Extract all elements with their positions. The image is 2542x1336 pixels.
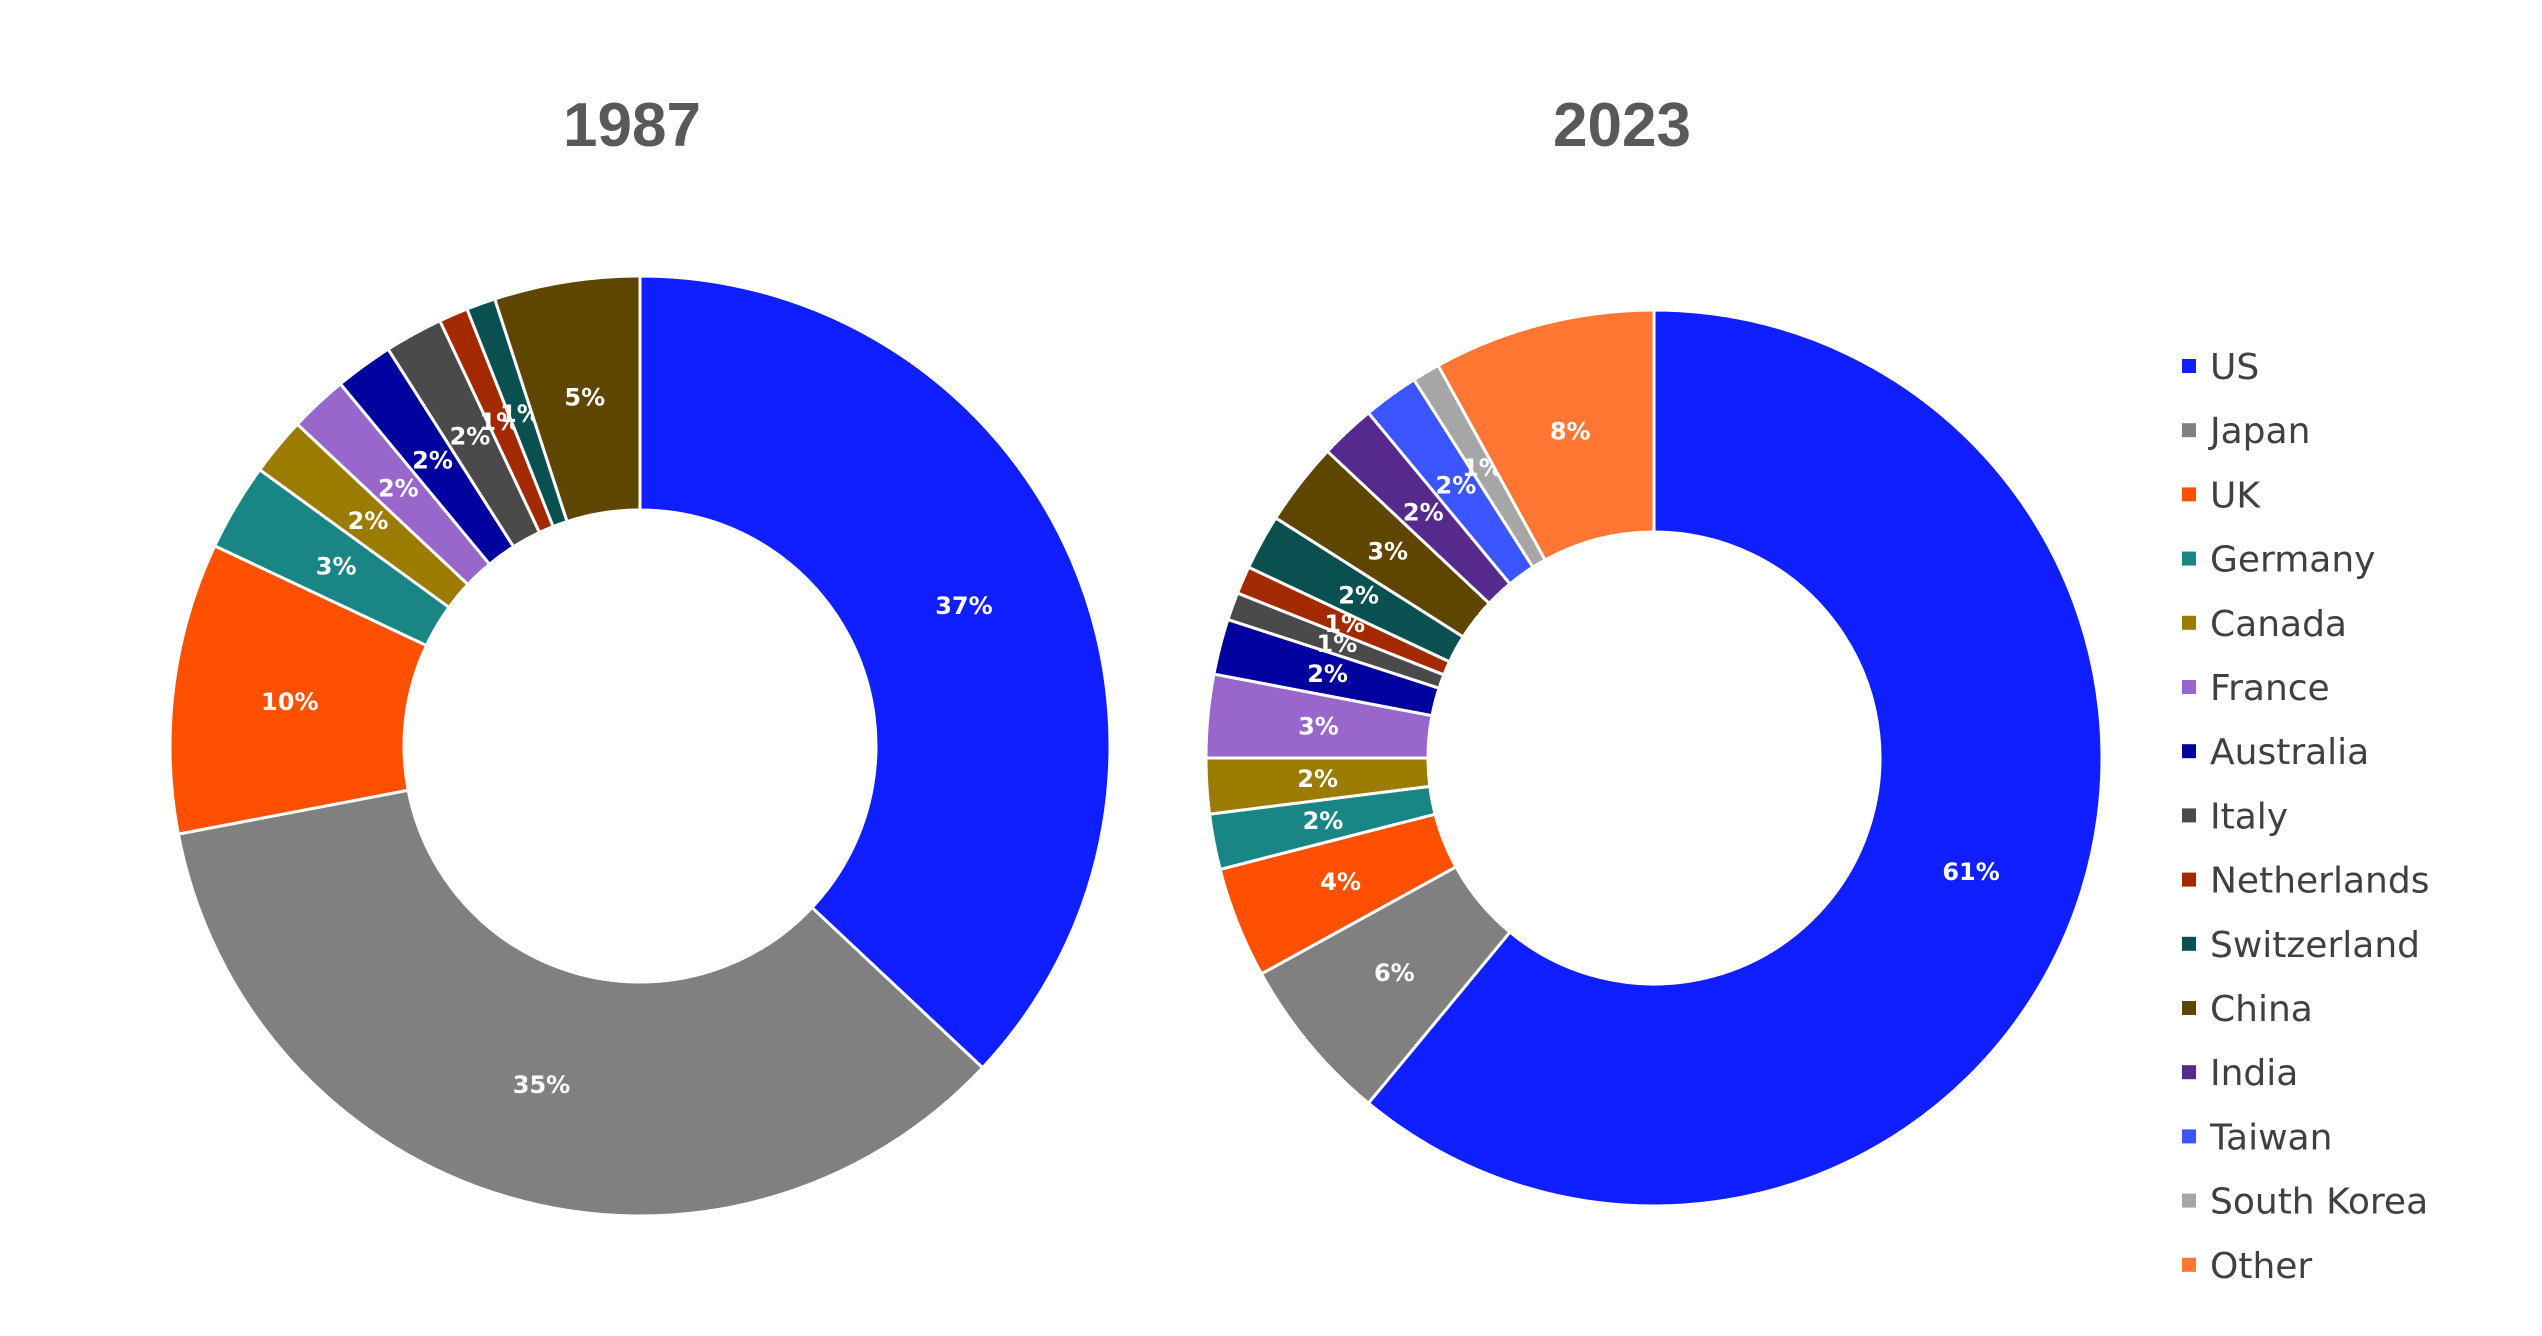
legend-swatch-china: [2182, 1001, 2196, 1015]
legend-swatch-switzerland: [2182, 936, 2196, 951]
data-label-2023-uk: 4%: [1320, 868, 1361, 896]
legend-swatch-germany: [2182, 551, 2196, 566]
slice-1987-uk: [168, 543, 429, 836]
data-label-2023-switzerland: 2%: [1338, 582, 1379, 610]
legend-label-south-korea: South Korea: [2210, 1182, 2428, 1223]
legend-label-france: France: [2210, 668, 2330, 709]
legend-swatch-us: [2182, 359, 2196, 373]
legend-label-us: US: [2210, 347, 2259, 388]
data-label-2023-germany: 2%: [1303, 807, 1344, 835]
data-label-1987-italy: 2%: [450, 423, 491, 451]
legend-swatch-india: [2182, 1065, 2196, 1080]
data-label-2023-india: 2%: [1403, 498, 1444, 526]
slice-2023-us: [1366, 308, 2104, 1208]
legend-label-japan: Japan: [2208, 411, 2310, 452]
legend-swatch-italy: [2182, 808, 2196, 823]
data-label-1987-japan: 35%: [513, 1071, 570, 1099]
legend-label-netherlands: Netherlands: [2210, 861, 2429, 902]
slice-1987-japan: [176, 788, 985, 1218]
data-label-2023-japan: 6%: [1374, 959, 1415, 987]
legend-label-india: India: [2210, 1053, 2298, 1094]
data-label-2023-australia: 2%: [1307, 660, 1348, 688]
donut-chart-2023: 61%6%4%2%2%3%2%1%1%2%3%2%2%1%8%: [1204, 308, 2104, 1208]
legend-swatch-uk: [2182, 487, 2196, 502]
data-label-1987-germany: 3%: [316, 552, 357, 580]
data-label-2023-france: 3%: [1298, 712, 1339, 740]
legend-swatch-canada: [2182, 615, 2196, 630]
data-label-2023-china: 3%: [1367, 537, 1408, 565]
legend-swatch-south-korea: [2182, 1193, 2196, 1208]
data-label-1987-china: 5%: [564, 383, 605, 411]
data-label-1987-uk: 10%: [261, 688, 318, 716]
data-label-2023-taiwan: 2%: [1436, 471, 1477, 499]
legend-swatch-taiwan: [2182, 1129, 2196, 1144]
legend-label-china: China: [2210, 989, 2313, 1030]
chart-2023-title: 2023: [1553, 91, 1691, 160]
legend-label-other: Other: [2210, 1246, 2312, 1287]
legend-label-italy: Italy: [2210, 796, 2288, 837]
legend-swatch-australia: [2182, 744, 2196, 759]
legend-label-germany: Germany: [2210, 540, 2375, 581]
legend-swatch-netherlands: [2182, 872, 2196, 887]
donut-chart-1987: 37%35%10%3%2%2%2%2%1%1%5%: [168, 274, 1112, 1218]
legend-label-australia: Australia: [2210, 732, 2369, 773]
slice-1987-china: [492, 274, 642, 524]
legend-label-taiwan: Taiwan: [2209, 1117, 2332, 1158]
legend: US Japan UK Germany Canada France Australia Ita…: [2182, 347, 2429, 1287]
legend-swatch-france: [2182, 680, 2196, 694]
slice-2023-other: [1436, 308, 1656, 562]
data-label-2023-other: 8%: [1550, 418, 1591, 446]
data-label-1987-us: 37%: [935, 592, 992, 620]
legend-swatch-japan: [2182, 423, 2196, 438]
legend-label-uk: UK: [2210, 475, 2261, 516]
chart-1987-title: 1987: [563, 91, 701, 160]
legend-label-canada: Canada: [2210, 604, 2347, 645]
data-label-2023-us: 61%: [1942, 858, 1999, 886]
data-label-1987-australia: 2%: [412, 446, 453, 474]
data-label-2023-canada: 2%: [1297, 765, 1338, 793]
data-label-1987-france: 2%: [378, 475, 419, 503]
data-label-1987-canada: 2%: [348, 507, 389, 535]
legend-swatch-other: [2182, 1257, 2196, 1272]
slice-1987-us: [638, 274, 1112, 1070]
legend-label-switzerland: Switzerland: [2210, 925, 2420, 966]
